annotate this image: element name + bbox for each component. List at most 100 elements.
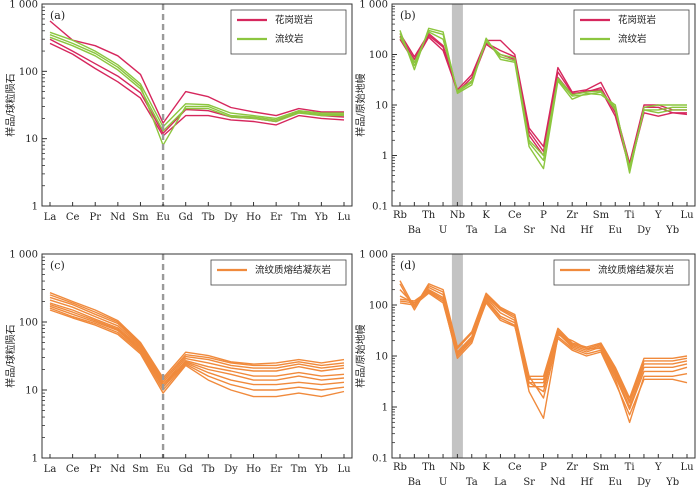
y-axis-label: 样品/球粒陨石 [4,324,17,387]
series-line-2 [49,294,345,381]
plot-frame [41,3,353,207]
x-tick-label: Dy [224,464,238,475]
x-tick-label: Y [654,210,662,221]
series-line-6 [49,303,345,386]
x-tick-label: Ce [66,464,80,475]
x-tick-label: P [540,462,547,473]
series-line-6 [399,291,688,424]
y-tick-label: 1 [32,454,38,465]
x-tick-label: Ce [508,210,522,221]
x-tick-label: Gd [178,212,193,223]
y-tick-label: 10 [25,386,38,397]
x-tick-label: Sr [523,225,535,236]
series-line-2 [399,283,688,402]
x-tick-label: U [439,477,447,488]
x-tick-label: Er [270,212,282,223]
x-tick-label: Eu [156,464,170,475]
y-tick-label: 1 000 [359,0,388,11]
x-tick-label: Er [270,464,282,475]
y-axis-label: 样品/原始地幔 [354,324,367,387]
x-tick-label: Eu [156,212,170,223]
y-tick-label: 1 [32,202,38,213]
panel-a: 1 10 100 1 000 样品/球粒陨石 La Ce Pr Nd Sm Eu Gd Tb Dy Ho Er… [4,0,353,223]
panel-c: 1 10 100 1 000 样品/球粒陨石 La Ce Pr Nd Sm Eu Gd Tb Dy Ho Er… [4,250,353,475]
series-line-1 [49,20,344,124]
x-tick-label: P [540,210,547,221]
y-axis-label: 样品/球粒陨石 [4,73,17,136]
x-tick-label: Nd [550,225,566,236]
legend-label: 流纹岩 [275,33,304,45]
x-tick-label: Tm [291,212,308,223]
y-tick-label: 10 [375,352,388,363]
x-tick-label: Ce [508,462,522,473]
y-tick-label: 1 000 [359,250,388,261]
x-tick-label: Tb [202,212,215,223]
x-tick-label: Yb [665,477,679,488]
nb-shade-band [451,4,463,206]
y-tick-label: 100 [19,318,38,329]
x-tick-label: Ta [466,477,478,488]
series-line-5 [399,290,688,410]
x-tick-label: Lu [337,464,351,475]
legend-label: 流纹质熔结凝灰岩 [598,264,674,276]
legend-box [210,259,347,286]
x-tick-label: La [44,212,57,223]
x-tick-label: Nb [450,210,465,221]
x-tick-label: Sm [132,464,149,475]
y-axis-label: 样品/原始地幔 [354,73,367,136]
x-tick-label: La [44,464,57,475]
y-tick-label: 100 [369,50,388,61]
y-tick-label: 1 [382,403,388,414]
x-tick-label: Pr [89,464,101,475]
legend-label: 流纹岩 [618,33,647,45]
x-tick-label: Zr [566,462,578,473]
legend-label: 花岗斑岩 [618,14,656,26]
x-tick-label: Yb [314,464,328,475]
y-tick-label: 0.1 [372,202,388,213]
x-tick-label: Ho [246,464,261,475]
x-tick-label: U [439,225,447,236]
series-line-4 [49,299,345,386]
x-tick-label: Eu [608,477,622,488]
x-tick-label: Th [422,210,436,221]
x-tick-label: Tm [291,464,308,475]
legend-label: 流纹质熔结凝灰岩 [255,264,331,276]
y-tick-label: 1 [382,151,388,162]
x-tick-label: Ti [625,462,635,473]
legend-label: 花岗斑岩 [275,14,313,26]
x-tick-label: La [494,477,507,488]
series-line-8 [49,307,345,391]
x-tick-label: Pr [89,212,101,223]
x-tick-label: Dy [224,212,238,223]
x-tick-label: Yb [314,212,328,223]
panel-label: (c) [50,259,65,272]
panel-label: (a) [50,9,65,22]
x-tick-label: Eu [608,225,622,236]
x-tick-label: Rb [393,210,407,221]
panel-label: (b) [400,9,416,22]
x-tick-label: Y [654,462,662,473]
x-tick-label: Sm [593,210,610,221]
x-tick-label: Th [422,462,436,473]
series-line-7 [49,305,345,388]
x-tick-label: Sm [132,212,149,223]
x-tick-label: Rb [393,462,407,473]
x-tick-label: La [494,225,507,236]
x-tick-label: Sm [593,462,610,473]
series-line-6 [49,36,344,132]
x-tick-label: K [482,462,490,473]
x-tick-label: Zr [566,210,578,221]
y-tick-label: 10 [25,134,38,145]
x-tick-label: Lu [680,210,694,221]
x-tick-label: K [482,210,490,221]
x-tick-label: Ti [625,210,635,221]
x-tick-label: Tb [202,464,215,475]
x-tick-label: Ho [246,212,261,223]
x-tick-label: Ta [466,225,478,236]
legend-box [230,9,347,55]
legend-box [573,9,690,55]
series-line-5 [49,34,344,146]
panel-label: (d) [400,259,416,272]
